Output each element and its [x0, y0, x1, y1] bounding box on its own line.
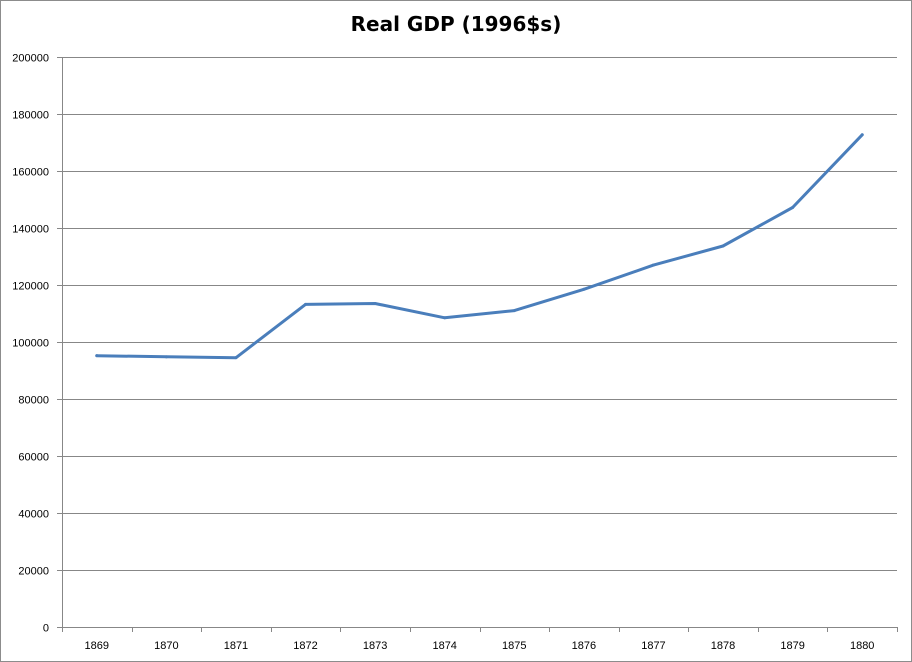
- y-tick-label: 40000: [18, 509, 49, 521]
- x-tick-label: 1870: [154, 640, 178, 652]
- data-point: [651, 263, 655, 267]
- x-tick-label: 1875: [502, 640, 526, 652]
- y-tick-label: 160000: [12, 167, 49, 179]
- x-tick-label: 1874: [432, 640, 456, 652]
- y-tick-label: 180000: [12, 110, 49, 122]
- x-tick-label: 1880: [850, 640, 874, 652]
- y-tick-label: 200000: [12, 53, 49, 65]
- x-tick-label: 1876: [572, 640, 596, 652]
- data-point: [860, 133, 864, 137]
- chart-title: Real GDP (1996$s): [350, 12, 562, 36]
- data-point: [234, 356, 238, 360]
- x-tick-label: 1879: [780, 640, 804, 652]
- data-point: [373, 302, 377, 306]
- series-line: [95, 133, 864, 360]
- x-tick-label: 1877: [641, 640, 665, 652]
- y-tick-label: 60000: [18, 452, 49, 464]
- x-tick-label: 1878: [711, 640, 735, 652]
- x-tick-label: 1871: [224, 640, 248, 652]
- x-tick-label: 1869: [85, 640, 109, 652]
- y-tick-label: 120000: [12, 281, 49, 293]
- x-tick-label: 1873: [363, 640, 387, 652]
- y-tick-label: 140000: [12, 224, 49, 236]
- data-point: [721, 244, 725, 248]
- x-tick-label: 1872: [293, 640, 317, 652]
- data-point: [791, 205, 795, 209]
- y-tick-label: 100000: [12, 338, 49, 350]
- data-point: [95, 354, 99, 358]
- data-point: [164, 355, 168, 359]
- y-tick-label: 0: [43, 623, 49, 635]
- data-point: [512, 309, 516, 313]
- data-point: [304, 302, 308, 306]
- y-tick-label: 20000: [18, 566, 49, 578]
- data-point: [582, 287, 586, 291]
- data-point: [443, 316, 447, 320]
- y-tick-label: 80000: [18, 395, 49, 407]
